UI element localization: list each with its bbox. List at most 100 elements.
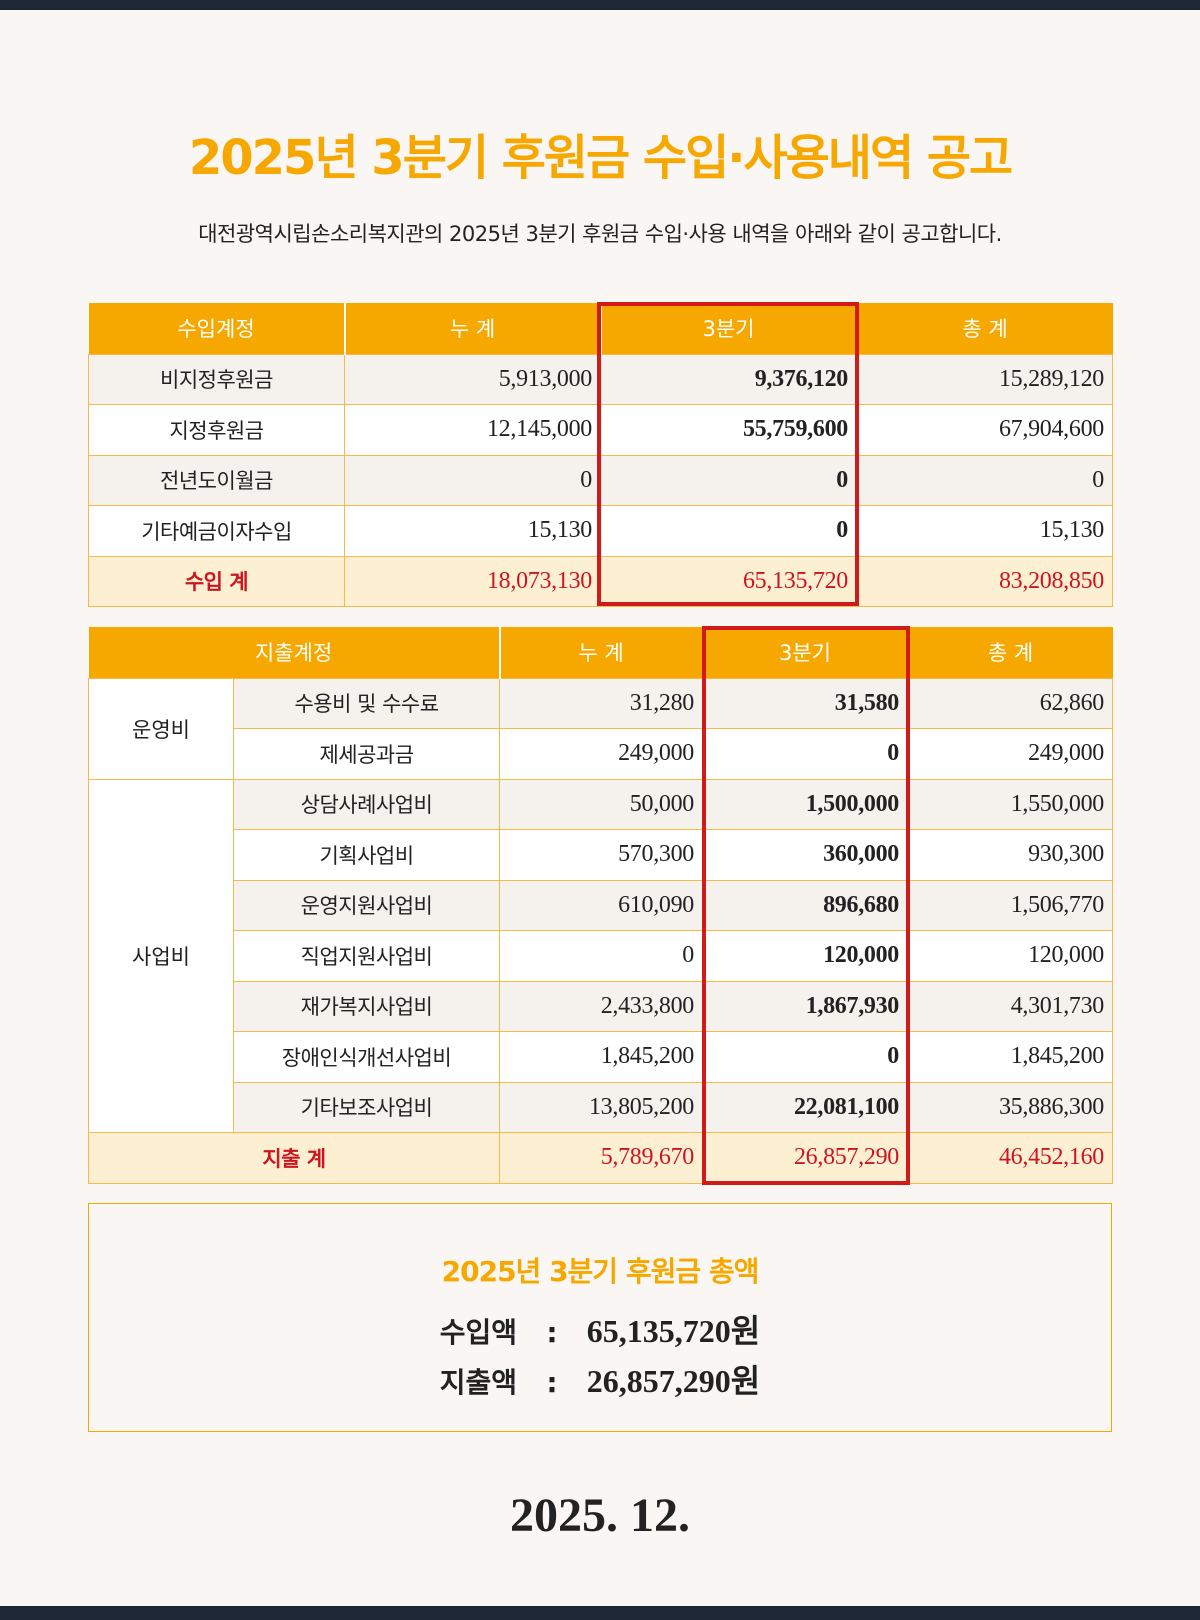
summary-box: 2025년 3분기 후원금 총액 수입액 : 65,135,720원 지출액 :… [88,1203,1112,1432]
summary-expense-row: 지출액 : 26,857,290원 [89,1356,1111,1402]
sum-cumulative: 18,073,130 [344,555,601,607]
expense-table: 지출계정 누 계 3분기 총 계 운영비 수용비 및 수수료 31,280 31… [88,627,1113,1184]
income-table: 수입계정 누 계 3분기 총 계 비지정후원금 5,913,000 9,376,… [88,303,1113,607]
q3-cell: 0 [702,728,908,780]
table-row: 사업비 상담사례사업비 50,000 1,500,000 1,550,000 [88,778,1113,1133]
expense-header-cumulative: 누 계 [498,627,703,678]
row-label: 전년도이월금 [88,454,345,506]
q3-cell: 896,680 [702,879,908,931]
expense-sum-row: 지출 계 5,789,670 26,857,290 46,452,160 [88,1132,1113,1184]
income-header-account: 수입계정 [88,303,345,354]
summary-separator: : [546,1316,558,1349]
cumulative-cell: 570,300 [499,829,703,881]
sum-total: 46,452,160 [907,1132,1113,1184]
income-header-total: 총 계 [855,303,1113,354]
row-label: 비지정후원금 [88,353,345,405]
cumulative-cell: 50,000 [499,778,703,830]
sum-label: 지출 계 [88,1132,500,1184]
table-row: 기획사업비 570,300 360,000 930,300 [89,829,1113,881]
page-subtitle: 대전광역시립손소리복지관의 2025년 3분기 후원금 수입·사용 내역을 아래… [198,222,1002,246]
table-row: 장애인식개선사업비 1,845,200 0 1,845,200 [89,1031,1113,1083]
row-label: 기타보조사업비 [233,1081,500,1133]
q3-cell: 55,759,600 [600,404,857,456]
total-cell: 930,300 [907,829,1113,881]
expense-header-q3: 3분기 [701,627,908,678]
q3-cell: 0 [702,1031,908,1083]
page-title: 2025년 3분기 후원금 수입·사용내역 공고 [188,130,1013,186]
notice-date: 2025. 12. [510,1489,690,1542]
cumulative-cell: 15,130 [344,505,601,557]
row-label: 기타예금이자수입 [88,505,345,557]
cumulative-cell: 0 [499,930,703,982]
table-row: 기타예금이자수입 15,130 0 15,130 [88,505,1113,557]
q3-cell: 0 [600,454,857,506]
table-row: 제세공과금 249,000 0 249,000 [89,728,1113,780]
row-label: 운영지원사업비 [233,879,500,931]
income-header-q3: 3분기 [599,303,857,354]
total-cell: 1,845,200 [907,1031,1113,1083]
row-label: 재가복지사업비 [233,980,500,1032]
summary-separator: : [546,1366,558,1399]
total-cell: 1,550,000 [907,778,1113,830]
sum-q3: 65,135,720 [600,555,857,607]
q3-cell: 120,000 [702,930,908,982]
table-row: 전년도이월금 0 0 0 [88,454,1113,506]
total-cell: 249,000 [907,728,1113,780]
income-sum-row: 수입 계 18,073,130 65,135,720 83,208,850 [88,555,1113,607]
group-label-business: 사업비 [88,778,234,1133]
expense-header-row: 지출계정 누 계 3분기 총 계 [88,627,1113,678]
row-label: 수용비 및 수수료 [233,677,500,729]
table-row: 지정후원금 12,145,000 55,759,600 67,904,600 [88,404,1113,456]
cumulative-cell: 12,145,000 [344,404,601,456]
cumulative-cell: 249,000 [499,728,703,780]
total-cell: 120,000 [907,930,1113,982]
table-row: 비지정후원금 5,913,000 9,376,120 15,289,120 [88,353,1113,405]
q3-cell: 31,580 [702,677,908,729]
q3-cell: 22,081,100 [702,1081,908,1133]
table-row: 운영비 수용비 및 수수료 31,280 31,580 62,860 [88,677,1113,780]
total-cell: 15,130 [856,505,1113,557]
summary-expense-label: 지출액 [439,1366,518,1399]
sum-total: 83,208,850 [856,555,1113,607]
summary-income-label: 수입액 [439,1316,518,1349]
q3-cell: 1,867,930 [702,980,908,1032]
q3-cell: 1,500,000 [702,778,908,830]
group-label-operating: 운영비 [88,677,234,780]
q3-cell: 9,376,120 [600,353,857,405]
sum-label: 수입 계 [88,555,345,607]
summary-title: 2025년 3분기 후원금 총액 [441,1255,760,1288]
table-row: 재가복지사업비 2,433,800 1,867,930 4,301,730 [89,980,1113,1032]
cumulative-cell: 2,433,800 [499,980,703,1032]
summary-income-amount: 65,135,720원 [586,1313,761,1349]
q3-cell: 0 [600,505,857,557]
total-cell: 67,904,600 [856,404,1113,456]
row-label: 장애인식개선사업비 [233,1031,500,1083]
cumulative-cell: 610,090 [499,879,703,931]
table-row: 직업지원사업비 0 120,000 120,000 [89,930,1113,982]
row-label: 상담사례사업비 [233,778,500,830]
top-bar [0,0,1200,10]
total-cell: 4,301,730 [907,980,1113,1032]
summary-income-row: 수입액 : 65,135,720원 [89,1306,1111,1352]
cumulative-cell: 1,845,200 [499,1031,703,1083]
table-row: 기타보조사업비 13,805,200 22,081,100 35,886,300 [89,1081,1113,1133]
summary-expense-amount: 26,857,290원 [586,1363,761,1399]
cumulative-cell: 0 [344,454,601,506]
expense-header-account: 지출계정 [88,627,500,678]
sum-q3: 26,857,290 [702,1132,908,1184]
q3-cell: 360,000 [702,829,908,881]
row-label: 기획사업비 [233,829,500,881]
cumulative-cell: 13,805,200 [499,1081,703,1133]
cumulative-cell: 5,913,000 [344,353,601,405]
total-cell: 1,506,770 [907,879,1113,931]
sum-cumulative: 5,789,670 [499,1132,703,1184]
expense-header-total: 총 계 [906,627,1113,678]
bottom-bar [0,1606,1200,1620]
income-header-row: 수입계정 누 계 3분기 총 계 [88,303,1113,354]
income-header-cumulative: 누 계 [343,303,601,354]
total-cell: 0 [856,454,1113,506]
total-cell: 15,289,120 [856,353,1113,405]
row-label: 지정후원금 [88,404,345,456]
table-row: 운영지원사업비 610,090 896,680 1,506,770 [89,879,1113,931]
total-cell: 35,886,300 [907,1081,1113,1133]
